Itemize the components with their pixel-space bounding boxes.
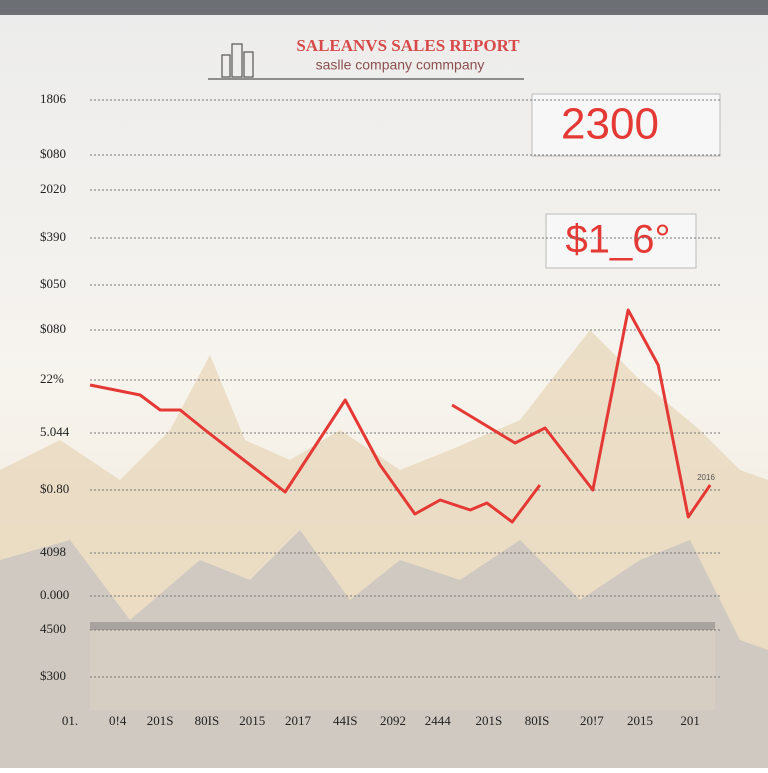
logo [208, 43, 524, 80]
y-tick-label: 5.044 [40, 424, 70, 439]
x-tick-label: 2015 [239, 713, 265, 728]
x-tick-label: 201S [475, 713, 502, 728]
x-tick-label: 2092 [380, 713, 406, 728]
x-tick-label: 2015 [627, 713, 653, 728]
y-tick-label: 22% [40, 371, 64, 386]
x-tick-label: 201 [680, 713, 700, 728]
x-tick-label: 44IS [333, 713, 358, 728]
annotation: 2016 [697, 473, 715, 482]
chart-title: SALEANVS SALES REPORT [296, 36, 520, 55]
x-tick-label: 201S [147, 713, 174, 728]
kpi-box [545, 213, 697, 269]
x-tick-label: 2444 [425, 713, 452, 728]
y-tick-label: 1806 [40, 91, 67, 106]
y-tick-label: $080 [40, 146, 66, 161]
x-tick-label: 80IS [195, 713, 220, 728]
x-tick-label: 01. [62, 713, 78, 728]
y-tick-label: $080 [40, 321, 66, 336]
kpi-value: 2300 [561, 100, 659, 149]
line [451, 308, 712, 519]
fence [90, 622, 715, 710]
top-bar [0, 0, 768, 15]
y-tick-label: $0.80 [40, 481, 69, 496]
line [89, 383, 542, 524]
y-tick-label: 4098 [40, 544, 66, 559]
x-tick-label: 20!7 [580, 713, 604, 728]
kpi-value: $1_6° [566, 218, 671, 262]
x-tick-label: 80IS [525, 713, 550, 728]
y-tick-label: $300 [40, 668, 66, 683]
y-tick-label: $050 [40, 276, 66, 291]
y-tick-label: 0.000 [40, 587, 69, 602]
y-tick-label: 2020 [40, 181, 66, 196]
y-tick-label: $390 [40, 229, 66, 244]
chart-subtitle: saslle company commpany [316, 57, 485, 73]
x-tick-label: 0!4 [109, 713, 127, 728]
kpi-box [531, 93, 721, 157]
x-tick-label: 2017 [285, 713, 312, 728]
y-tick-label: 4500 [40, 621, 66, 636]
